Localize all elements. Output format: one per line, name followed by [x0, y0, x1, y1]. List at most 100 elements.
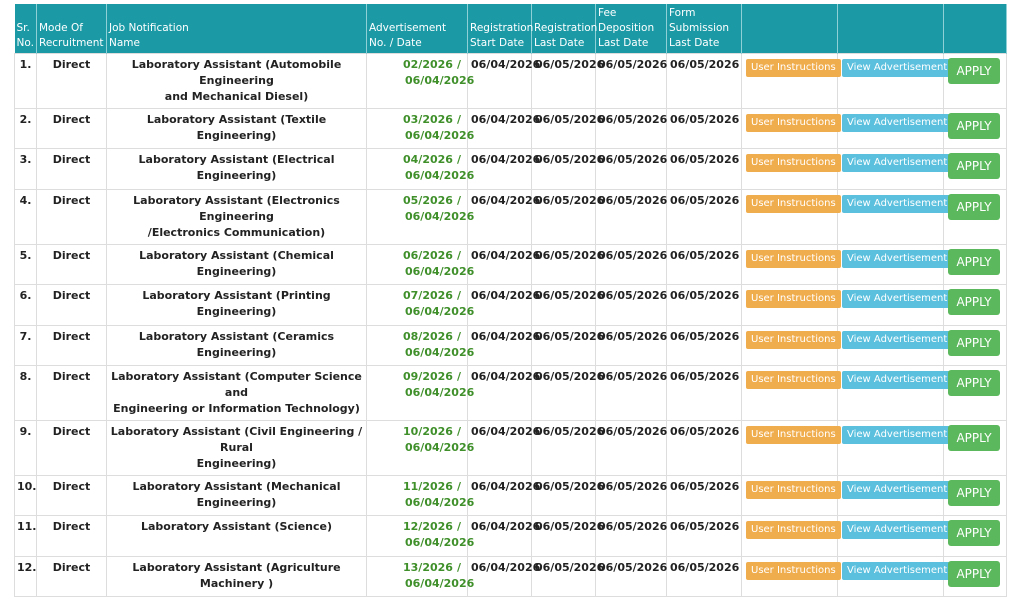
- user-instructions-button[interactable]: User Instructions: [746, 330, 841, 349]
- job-name-line-2: Engineering): [196, 456, 277, 470]
- apply-cell: APPLY: [943, 474, 1007, 517]
- job-notifications-table: Sr. No. Mode Of Recruitment Job Notificati…: [14, 4, 1007, 597]
- apply-button[interactable]: APPLY: [948, 560, 1000, 587]
- apply-button[interactable]: APPLY: [948, 479, 1000, 506]
- mode-cell: Direct: [36, 243, 107, 286]
- advertisement-date: 06/04/2026: [405, 495, 475, 509]
- apply-button[interactable]: APPLY: [948, 424, 1000, 451]
- fee-deposition-last-date: 06/05/2026: [598, 520, 668, 534]
- table-row: 10. Direct Laboratory Assistant (Mechanica…: [14, 474, 1007, 517]
- registration-start-cell: 06/04/2026: [467, 188, 540, 245]
- user-instructions-button[interactable]: User Instructions: [746, 290, 841, 309]
- table-body: 1. Direct Laboratory Assistant (Automobile…: [14, 53, 1007, 597]
- apply-cell: APPLY: [943, 324, 1007, 366]
- mode-of-recruitment: Direct: [52, 479, 91, 493]
- advertisement-date: 06/04/2026: [405, 169, 475, 183]
- view-advertisement-button[interactable]: View Advertisement: [842, 154, 953, 173]
- registration-start-cell: 06/04/2026: [467, 243, 540, 286]
- advertisement-cell: 11/2026/ 06/04/2026: [366, 474, 474, 517]
- apply-button[interactable]: APPLY: [948, 329, 1000, 356]
- user-instructions-button[interactable]: User Instructions: [746, 561, 841, 580]
- job-name-cell: Laboratory Assistant (Agriculture Machin…: [106, 555, 367, 597]
- registration-last-date: 06/05/2026: [535, 479, 605, 493]
- user-instructions-button[interactable]: User Instructions: [746, 370, 841, 389]
- job-name-line-1: Laboratory Assistant (Electronics Engine…: [133, 193, 340, 223]
- view-advertisement-button[interactable]: View Advertisement: [842, 290, 953, 309]
- apply-cell: APPLY: [943, 364, 1007, 421]
- advertisement-cell: 08/2026/ 06/04/2026: [366, 324, 474, 366]
- advertisement-number: 10/2026: [403, 424, 453, 438]
- form-submission-cell: 06/05/2026: [666, 53, 742, 109]
- user-instructions-button[interactable]: User Instructions: [746, 249, 841, 268]
- view-advertisement-button[interactable]: View Advertisement: [842, 194, 953, 213]
- apply-button[interactable]: APPLY: [948, 58, 1000, 84]
- view-advertisement-button[interactable]: View Advertisement: [842, 521, 953, 540]
- sr-no-cell: 3.: [14, 148, 37, 190]
- user-instructions-button[interactable]: User Instructions: [746, 521, 841, 540]
- mode-cell: Direct: [36, 419, 107, 476]
- table-row: 9. Direct Laboratory Assistant (Civil Engi…: [14, 419, 1007, 476]
- view-advertisement-button[interactable]: View Advertisement: [842, 480, 953, 499]
- view-advertisement-button[interactable]: View Advertisement: [842, 249, 953, 268]
- apply-button[interactable]: APPLY: [948, 248, 1000, 275]
- registration-last-cell: 06/05/2026: [531, 364, 604, 421]
- form-submission-cell: 06/05/2026: [666, 188, 742, 245]
- fee-deposition-last-date: 06/05/2026: [598, 248, 668, 262]
- fee-deposition-cell: 06/05/2026: [595, 107, 667, 150]
- form-submission-cell: 06/05/2026: [666, 474, 742, 517]
- sr-no-cell: 8.: [14, 364, 37, 421]
- registration-last-date: 06/05/2026: [535, 424, 605, 438]
- user-instructions-button[interactable]: User Instructions: [746, 114, 841, 132]
- user-instructions-button[interactable]: User Instructions: [746, 59, 841, 77]
- apply-cell: APPLY: [943, 188, 1007, 245]
- apply-button[interactable]: APPLY: [948, 369, 1000, 396]
- view-advertisement-button[interactable]: View Advertisement: [842, 59, 953, 77]
- sr-no-cell: 10.: [14, 474, 37, 517]
- registration-start-cell: 06/04/2026: [467, 419, 540, 476]
- registration-last-cell: 06/05/2026: [531, 515, 604, 557]
- user-instructions-button[interactable]: User Instructions: [746, 154, 841, 173]
- mode-of-recruitment: Direct: [52, 329, 91, 343]
- table-row: 8. Direct Laboratory Assistant (Computer S…: [14, 364, 1007, 421]
- registration-start-date: 06/04/2026: [471, 329, 541, 343]
- user-instructions-cell: User Instructions: [741, 515, 841, 557]
- view-advertisement-button[interactable]: View Advertisement: [842, 370, 953, 389]
- apply-button[interactable]: APPLY: [948, 520, 1000, 547]
- apply-button[interactable]: APPLY: [948, 113, 1000, 139]
- advertisement-date: 06/04/2026: [405, 209, 475, 223]
- view-advertisement-button[interactable]: View Advertisement: [842, 561, 953, 580]
- registration-last-date: 06/05/2026: [535, 289, 605, 303]
- view-advertisement-cell: View Advertisement: [837, 188, 953, 245]
- view-advertisement-button[interactable]: View Advertisement: [842, 114, 953, 132]
- form-submission-last-date: 06/05/2026: [670, 560, 740, 574]
- form-submission-last-date: 06/05/2026: [670, 248, 740, 262]
- user-instructions-button[interactable]: User Instructions: [746, 425, 841, 444]
- form-submission-cell: 06/05/2026: [666, 107, 742, 150]
- view-advertisement-cell: View Advertisement: [837, 148, 953, 190]
- mode-cell: Direct: [36, 148, 107, 190]
- view-advertisement-button[interactable]: View Advertisement: [842, 330, 953, 349]
- advertisement-cell: 02/2026/ 06/04/2026: [366, 53, 474, 109]
- registration-last-cell: 06/05/2026: [531, 107, 604, 150]
- user-instructions-cell: User Instructions: [741, 188, 841, 245]
- fee-deposition-cell: 06/05/2026: [595, 555, 667, 597]
- sr-no: 4.: [19, 193, 32, 207]
- apply-button[interactable]: APPLY: [948, 289, 1000, 316]
- view-advertisement-cell: View Advertisement: [837, 555, 953, 597]
- apply-cell: APPLY: [943, 53, 1007, 109]
- header-job-name: Job Notification Name: [106, 4, 367, 54]
- registration-start-date: 06/04/2026: [471, 560, 541, 574]
- fee-deposition-cell: 06/05/2026: [595, 324, 667, 366]
- user-instructions-button[interactable]: User Instructions: [746, 194, 841, 213]
- apply-button[interactable]: APPLY: [948, 153, 1000, 180]
- user-instructions-button[interactable]: User Instructions: [746, 480, 841, 499]
- apply-button[interactable]: APPLY: [948, 193, 1000, 220]
- view-advertisement-button[interactable]: View Advertisement: [842, 425, 953, 444]
- form-submission-last-date: 06/05/2026: [670, 329, 740, 343]
- form-submission-cell: 06/05/2026: [666, 515, 742, 557]
- job-name-line-1: Laboratory Assistant (Chemical Engineeri…: [139, 248, 334, 278]
- advertisement-cell: 09/2026/ 06/04/2026: [366, 364, 474, 421]
- sr-no: 3.: [19, 153, 32, 167]
- view-advertisement-cell: View Advertisement: [837, 474, 953, 517]
- registration-last-cell: 06/05/2026: [531, 148, 604, 190]
